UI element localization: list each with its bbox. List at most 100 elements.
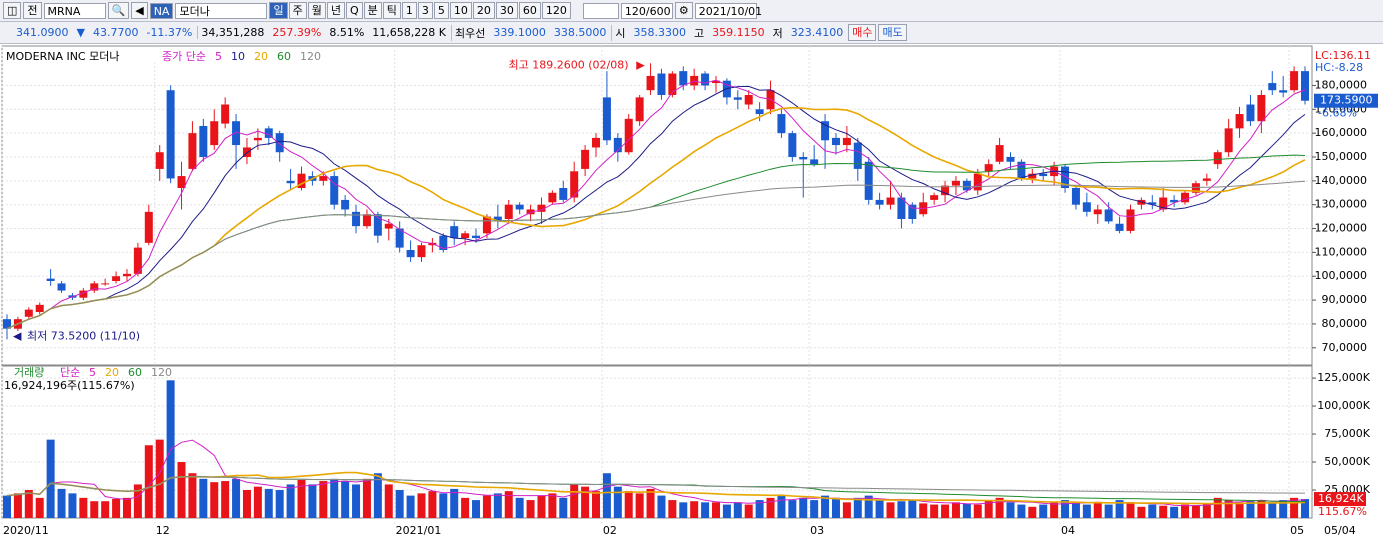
high-annotation: 최고 189.2600 (02/08): [509, 58, 629, 71]
volume-bar: [722, 504, 731, 518]
icon-button[interactable]: 전: [23, 2, 42, 19]
symbol-input[interactable]: MRNA: [43, 2, 106, 19]
quote-field: 43.7700: [92, 26, 139, 39]
candle-body: [188, 133, 197, 169]
volume-bar: [755, 500, 764, 518]
volume-bar: [461, 497, 470, 518]
period-button[interactable]: 60: [518, 2, 541, 19]
volume-bar: [395, 490, 404, 518]
candle-body: [1093, 209, 1102, 215]
volume-bar: [210, 482, 219, 518]
y-tick-label: 80,0000: [1322, 317, 1368, 330]
count-input[interactable]: 120/600: [620, 2, 673, 19]
chart-title: MODERNA INC 모더나: [6, 50, 119, 63]
quote-field: -11.37%: [146, 26, 193, 39]
date-input[interactable]: 2021/10/01: [694, 2, 762, 19]
legend-entry: 60: [128, 366, 142, 379]
blank-input[interactable]: [582, 2, 619, 19]
low-annotation: 최저 73.5200 (11/10): [27, 329, 140, 342]
quote-field: 338.5000: [553, 26, 607, 39]
candle-body: [635, 97, 644, 122]
y-tick-label: 50,000K: [1324, 455, 1370, 468]
candle-body: [493, 216, 502, 222]
candle-body: [1202, 178, 1211, 181]
period-button[interactable]: 년: [326, 2, 345, 19]
candle-body: [941, 185, 950, 196]
volume-bar: [472, 500, 481, 518]
volume-bar: [1181, 504, 1190, 518]
y-tick-label: 130,0000: [1315, 198, 1368, 211]
volume-bar: [253, 486, 262, 518]
y-tick-label: 75,000K: [1324, 427, 1370, 440]
period-button[interactable]: Q: [345, 2, 363, 19]
candle-body: [853, 142, 862, 169]
y-tick-label: 100,000K: [1317, 399, 1370, 412]
candle-body: [352, 211, 361, 227]
volume-bar: [1093, 502, 1102, 518]
volume-bar: [984, 500, 993, 518]
quote-field: 34,351,288: [197, 26, 267, 39]
volume-bar: [177, 462, 186, 518]
period-button[interactable]: 1: [401, 2, 417, 19]
legend-entry: 20: [105, 366, 119, 379]
volume-bar: [1290, 497, 1299, 518]
volume-bar: [624, 491, 633, 518]
candle-body: [831, 137, 840, 146]
volume-bar: [1191, 505, 1200, 518]
candle-body: [668, 73, 677, 95]
legend-entry: 60: [277, 50, 291, 63]
candle-body: [1257, 94, 1266, 122]
period-button[interactable]: 20: [472, 2, 495, 19]
candle-body: [275, 133, 284, 153]
volume-bar: [1071, 502, 1080, 518]
period-button[interactable]: 틱: [382, 2, 401, 19]
period-button[interactable]: 3: [417, 2, 433, 19]
period-button[interactable]: 주: [288, 2, 307, 19]
icon-button[interactable]: ◫: [3, 2, 22, 19]
quote-field: 339.1000: [493, 26, 546, 39]
candle-body: [166, 90, 175, 179]
volume-bar: [919, 503, 928, 518]
x-tick-label: 2021/01: [396, 524, 442, 537]
candle-body: [384, 223, 393, 229]
name-input[interactable]: 모더나: [175, 2, 268, 19]
icon-button[interactable]: 🔍: [107, 2, 130, 19]
volume-bar: [79, 497, 88, 518]
volume-bar: [962, 503, 971, 518]
moving-average: [6, 180, 1306, 330]
candle-body: [264, 128, 273, 138]
candle-body: [1170, 199, 1179, 203]
candle-body: [1268, 83, 1277, 91]
candle-body: [3, 319, 11, 329]
moving-average: [6, 471, 1306, 505]
period-button[interactable]: 120: [541, 2, 571, 19]
volume-bar: [941, 504, 950, 518]
volume-bar: [1279, 500, 1288, 518]
low-arrow: ◀: [13, 329, 22, 342]
volume-title: 거래량: [14, 366, 44, 379]
buy-button[interactable]: 매수: [848, 24, 877, 41]
volume-bar: [995, 497, 1004, 518]
period-button[interactable]: 일: [269, 2, 288, 19]
volume-bar: [930, 504, 939, 518]
volume-bar: [13, 493, 22, 518]
period-button[interactable]: 분: [363, 2, 382, 19]
period-button[interactable]: 5: [433, 2, 449, 19]
legend-entry: 20: [254, 50, 268, 63]
period-button[interactable]: 월: [307, 2, 326, 19]
sell-button[interactable]: 매도: [878, 24, 907, 41]
candle-body: [155, 152, 164, 169]
candle-body: [1028, 173, 1037, 179]
volume-bar: [668, 500, 677, 518]
y-tick-label: 140,0000: [1315, 174, 1368, 187]
period-button[interactable]: 30: [495, 2, 518, 19]
volume-bar: [439, 493, 448, 518]
period-button[interactable]: 10: [449, 2, 472, 19]
icon-button[interactable]: ◀: [131, 2, 148, 19]
volume-bar: [1039, 504, 1048, 518]
volume-bar: [57, 488, 66, 518]
moving-average: [6, 79, 1306, 330]
candle-body: [1213, 152, 1222, 165]
icon-button[interactable]: ⚙: [674, 2, 693, 19]
volume-bar: [744, 504, 753, 518]
